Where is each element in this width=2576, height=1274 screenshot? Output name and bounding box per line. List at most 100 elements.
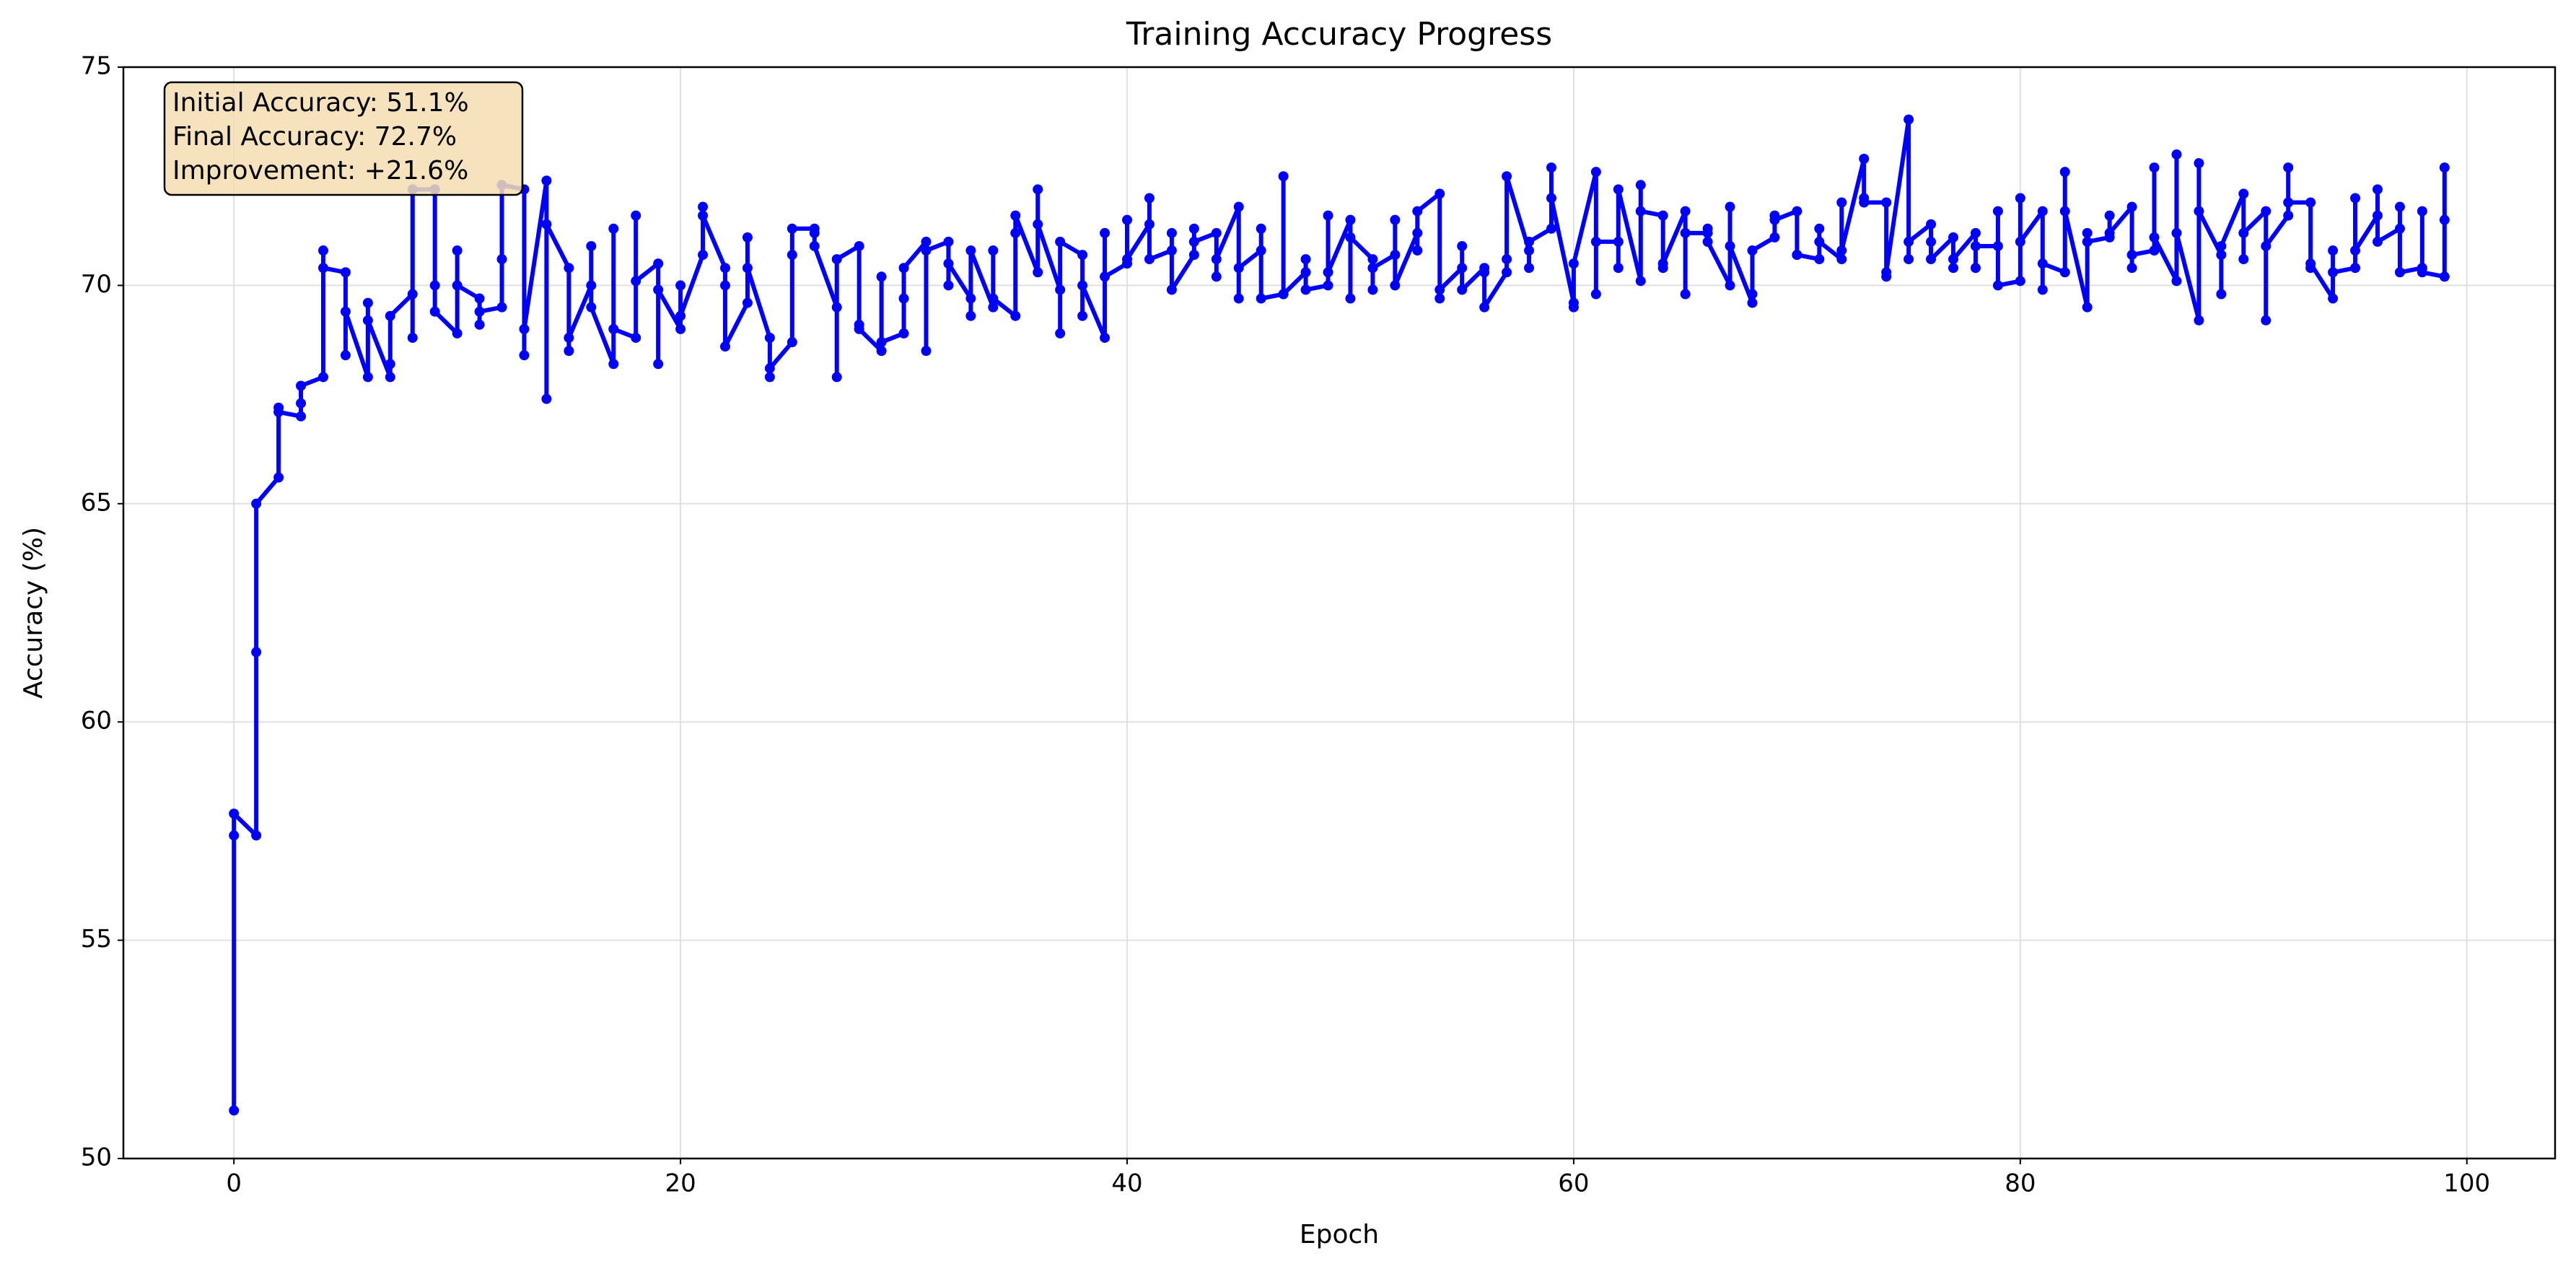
marker <box>787 337 797 348</box>
marker <box>273 472 284 483</box>
marker <box>1992 206 2003 217</box>
marker <box>1926 219 1937 230</box>
marker <box>2082 227 2093 238</box>
marker <box>1211 254 1222 265</box>
marker <box>2015 276 2025 287</box>
annotation-text: Final Accuracy: 72.7% <box>172 122 457 152</box>
marker <box>1546 162 1556 173</box>
marker <box>742 232 753 243</box>
marker <box>1033 267 1043 278</box>
marker <box>251 647 262 658</box>
marker <box>1769 232 1780 243</box>
marker <box>1680 206 1691 217</box>
marker <box>2283 162 2294 173</box>
marker <box>2171 227 2182 238</box>
marker <box>675 323 686 334</box>
marker <box>1725 201 1735 212</box>
marker <box>2149 232 2160 243</box>
marker <box>1166 245 1177 256</box>
marker <box>541 219 552 230</box>
marker <box>1345 232 1356 243</box>
marker <box>1859 197 1870 208</box>
marker <box>2439 214 2450 225</box>
marker <box>608 223 619 234</box>
marker <box>362 372 373 383</box>
marker <box>474 306 485 317</box>
marker <box>1926 236 1937 247</box>
marker <box>229 1105 240 1116</box>
marker <box>2372 236 2383 247</box>
marker <box>2059 267 2070 278</box>
marker <box>1233 263 1244 274</box>
marker <box>965 310 976 321</box>
marker <box>1300 267 1311 278</box>
marker <box>1680 289 1691 300</box>
marker <box>608 323 619 334</box>
marker <box>1144 193 1155 204</box>
marker <box>2350 245 2361 256</box>
marker <box>1502 267 1512 278</box>
marker <box>876 337 887 348</box>
marker <box>452 280 463 291</box>
marker <box>1948 254 1959 265</box>
marker <box>2394 201 2405 212</box>
marker <box>2037 258 2048 269</box>
marker <box>1970 227 1981 238</box>
marker <box>1590 289 1601 300</box>
marker <box>2394 267 2405 278</box>
marker <box>385 372 395 383</box>
marker <box>1055 328 1066 339</box>
marker <box>1836 245 1847 256</box>
marker <box>251 498 262 509</box>
marker <box>1568 302 1579 313</box>
plot-frame <box>122 66 2557 1160</box>
marker <box>1055 236 1066 247</box>
marker <box>898 328 909 339</box>
marker <box>1568 258 1579 269</box>
marker <box>653 284 664 295</box>
marker <box>742 297 753 308</box>
marker <box>2238 254 2249 265</box>
y-tick-label: 55 <box>81 925 112 954</box>
annotation-box <box>163 81 524 196</box>
marker <box>764 372 775 383</box>
marker <box>1278 171 1289 182</box>
marker <box>1345 214 1356 225</box>
marker <box>586 280 597 291</box>
marker <box>317 263 328 274</box>
marker <box>2104 227 2115 238</box>
marker <box>631 332 641 343</box>
marker <box>1256 223 1266 234</box>
marker <box>1033 219 1043 230</box>
marker <box>340 350 351 361</box>
marker <box>876 271 887 282</box>
marker <box>653 258 664 269</box>
marker <box>719 280 730 291</box>
y-tick-label: 65 <box>81 488 112 517</box>
marker <box>564 346 574 357</box>
marker <box>296 398 307 409</box>
x-tick-label: 20 <box>665 1169 696 1198</box>
marker <box>1725 240 1735 251</box>
marker <box>1769 214 1780 225</box>
marker <box>854 323 864 334</box>
marker <box>474 293 485 304</box>
marker <box>742 263 753 274</box>
marker <box>943 258 954 269</box>
marker <box>1457 263 1468 274</box>
marker <box>229 830 240 841</box>
chart-title: Training Accuracy Progress <box>1126 16 1552 53</box>
marker <box>1524 236 1535 247</box>
marker <box>229 808 240 819</box>
marker <box>1256 293 1266 304</box>
marker <box>1412 245 1423 256</box>
marker <box>273 406 284 417</box>
marker <box>1635 276 1646 287</box>
marker <box>340 267 351 278</box>
marker <box>1747 297 1758 308</box>
marker <box>921 245 932 256</box>
marker <box>1814 223 1825 234</box>
marker <box>1256 245 1266 256</box>
marker <box>1233 201 1244 212</box>
x-tick-label: 40 <box>1111 1169 1142 1198</box>
